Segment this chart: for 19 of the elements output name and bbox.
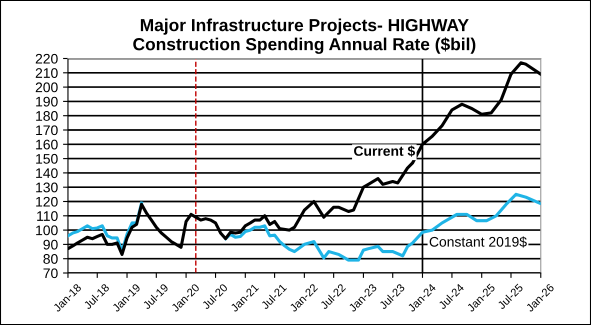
y-tick-label: 150 <box>36 154 58 164</box>
series-label: Constant 2019$ <box>430 236 527 248</box>
y-tick-label: 170 <box>36 125 58 136</box>
y-tick-label: 160 <box>36 140 58 150</box>
y-tick-label: 100 <box>36 225 58 236</box>
y-tick-label: 130 <box>36 182 58 192</box>
y-tick-label: 180 <box>36 111 58 121</box>
chart-title: Major Infrastructure Projects- HIGHWAY Construction Spending Annual Rate ($bil) <box>133 18 476 54</box>
y-tick-label: 120 <box>36 196 58 207</box>
y-tick-label: 210 <box>36 68 58 78</box>
y-tick-label: 90 <box>43 240 58 250</box>
y-tick-label: 140 <box>36 168 58 178</box>
y-tick-label: 80 <box>43 254 58 264</box>
y-tick-label: 190 <box>36 96 58 107</box>
y-tick-label: 220 <box>36 54 58 64</box>
series-label: Current $ <box>354 145 416 157</box>
y-tick-label: 110 <box>37 211 58 221</box>
y-tick-label: 70 <box>44 268 58 278</box>
y-tick-label: 200 <box>36 82 58 92</box>
